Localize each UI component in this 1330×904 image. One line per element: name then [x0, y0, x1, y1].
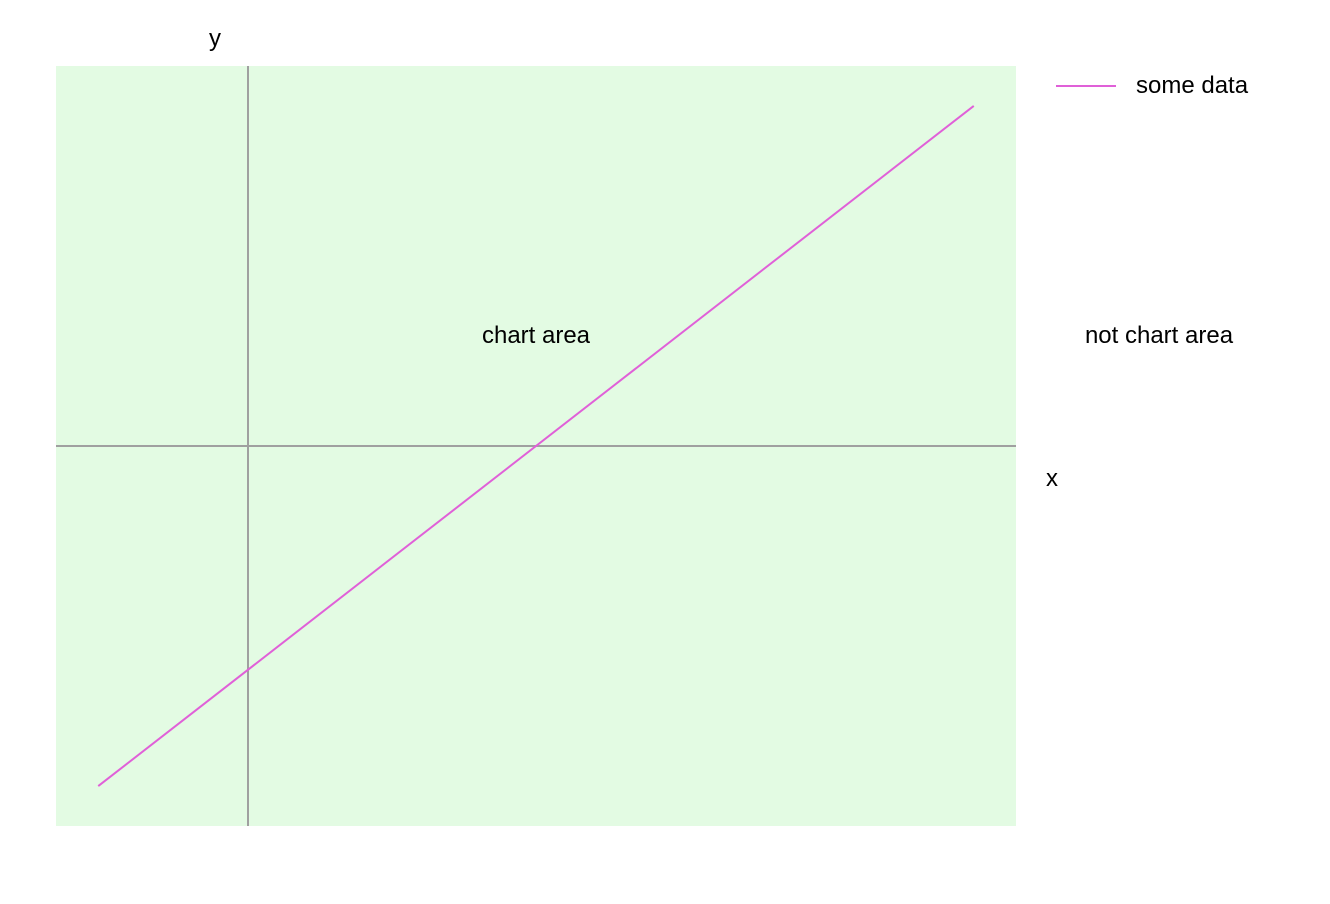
- y-axis-label: y: [209, 25, 221, 52]
- series-layer: [97, 105, 975, 787]
- not-chart-area-label: not chart area: [1085, 322, 1234, 349]
- legend-label-some-data: some data: [1136, 72, 1249, 99]
- x-axis-label: x: [1046, 465, 1058, 492]
- series-line-0: [97, 105, 975, 787]
- chart-area-label: chart area: [482, 322, 591, 349]
- legend: some data: [1056, 72, 1249, 99]
